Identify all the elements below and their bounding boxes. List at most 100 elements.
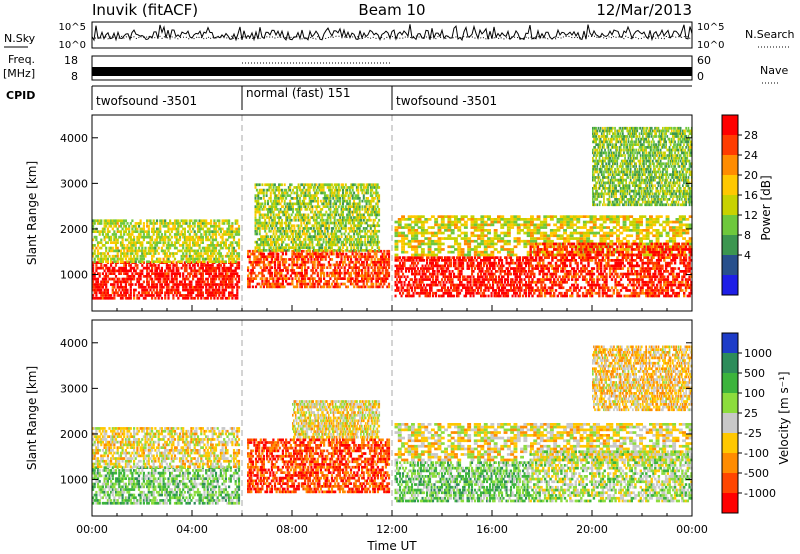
power-cell (429, 291, 432, 295)
power-cell (369, 202, 372, 206)
power-cell (459, 280, 462, 284)
power-cell (236, 257, 239, 261)
power-cell (361, 235, 364, 238)
power-cell (96, 272, 100, 275)
power-cell (193, 296, 196, 300)
power-cell (483, 283, 486, 287)
power-cell (283, 202, 286, 206)
power-cell (128, 233, 131, 236)
power-cell (350, 191, 353, 195)
power-cell (269, 229, 272, 233)
power-cell (514, 270, 517, 273)
power-cell (131, 277, 134, 281)
power-cell (397, 231, 402, 235)
power-cell (383, 263, 386, 267)
power-cell (304, 274, 307, 278)
power-cell (257, 205, 260, 208)
power-cell (304, 240, 307, 244)
power-cell (342, 205, 344, 208)
power-cell (226, 266, 229, 270)
power-cell (218, 254, 221, 258)
power-cell (228, 219, 231, 223)
power-cell (376, 229, 379, 233)
power-cell (198, 257, 201, 261)
power-cell (447, 286, 450, 290)
power-cell (108, 269, 111, 273)
power-cell (402, 272, 405, 276)
power-cell (169, 252, 172, 255)
power-cell (375, 186, 378, 189)
power-cell (92, 275, 95, 278)
power-cell (275, 258, 278, 261)
power-cell (283, 191, 286, 195)
power-cell (317, 238, 319, 241)
power-cell (129, 260, 132, 264)
power-cell (141, 244, 144, 247)
freq-tick-18: 18 (64, 54, 78, 67)
power-cell (354, 249, 357, 252)
power-cell (261, 202, 264, 206)
power-cell (165, 291, 168, 295)
power-cell (371, 246, 374, 249)
power-cell (292, 235, 294, 238)
power-cell (286, 205, 289, 208)
power-cell (376, 183, 379, 187)
power-cell (188, 241, 191, 244)
power-cell (279, 197, 282, 200)
power-cell (103, 296, 106, 300)
power-cell (351, 210, 354, 214)
power-cell (345, 285, 348, 289)
power-cell (185, 252, 188, 255)
power-cell (131, 260, 134, 264)
power-cell (134, 264, 137, 267)
power-cell (429, 283, 432, 287)
power-cell (226, 277, 229, 281)
power-cell (221, 241, 224, 244)
power-cell (367, 191, 369, 195)
power-cell (519, 280, 522, 284)
power-cell (490, 278, 493, 281)
power-cell (362, 260, 365, 264)
power-cell (304, 246, 307, 249)
power-cell (318, 224, 321, 228)
power-cell (323, 183, 326, 187)
power-cell (472, 264, 475, 268)
power-cell (411, 278, 414, 281)
power-cell (323, 271, 326, 275)
power-cell (310, 183, 313, 187)
power-cell (260, 191, 263, 195)
power-cell (272, 277, 275, 280)
power-cell (300, 280, 303, 283)
power-cell (136, 266, 139, 270)
power-cell (444, 275, 447, 279)
power-cell (95, 269, 98, 273)
power-cell (378, 277, 381, 280)
power-cell (300, 224, 303, 228)
power-cell (310, 240, 313, 244)
power-cell (349, 274, 353, 278)
power-cell (155, 277, 159, 281)
power-cell (188, 222, 191, 225)
power-cell (492, 264, 495, 268)
power-cell (208, 230, 211, 233)
power-cell (436, 289, 439, 292)
power-cell (299, 274, 302, 278)
power-cell (255, 210, 258, 214)
power-cell (486, 270, 489, 273)
power-cell (436, 264, 439, 268)
power-cell (294, 229, 297, 233)
power-cell (520, 264, 523, 268)
power-cell (330, 213, 333, 217)
power-cell (157, 264, 160, 267)
power-cell (211, 249, 214, 253)
power-cell (218, 269, 221, 273)
power-cell (495, 275, 498, 279)
power-cell (250, 277, 253, 280)
power-cell (203, 233, 206, 236)
power-cell (483, 259, 486, 262)
power-cell (193, 252, 196, 255)
power-cell (248, 277, 251, 280)
power-cell (101, 227, 104, 231)
power-cell (317, 243, 319, 247)
power-cell (343, 277, 346, 280)
